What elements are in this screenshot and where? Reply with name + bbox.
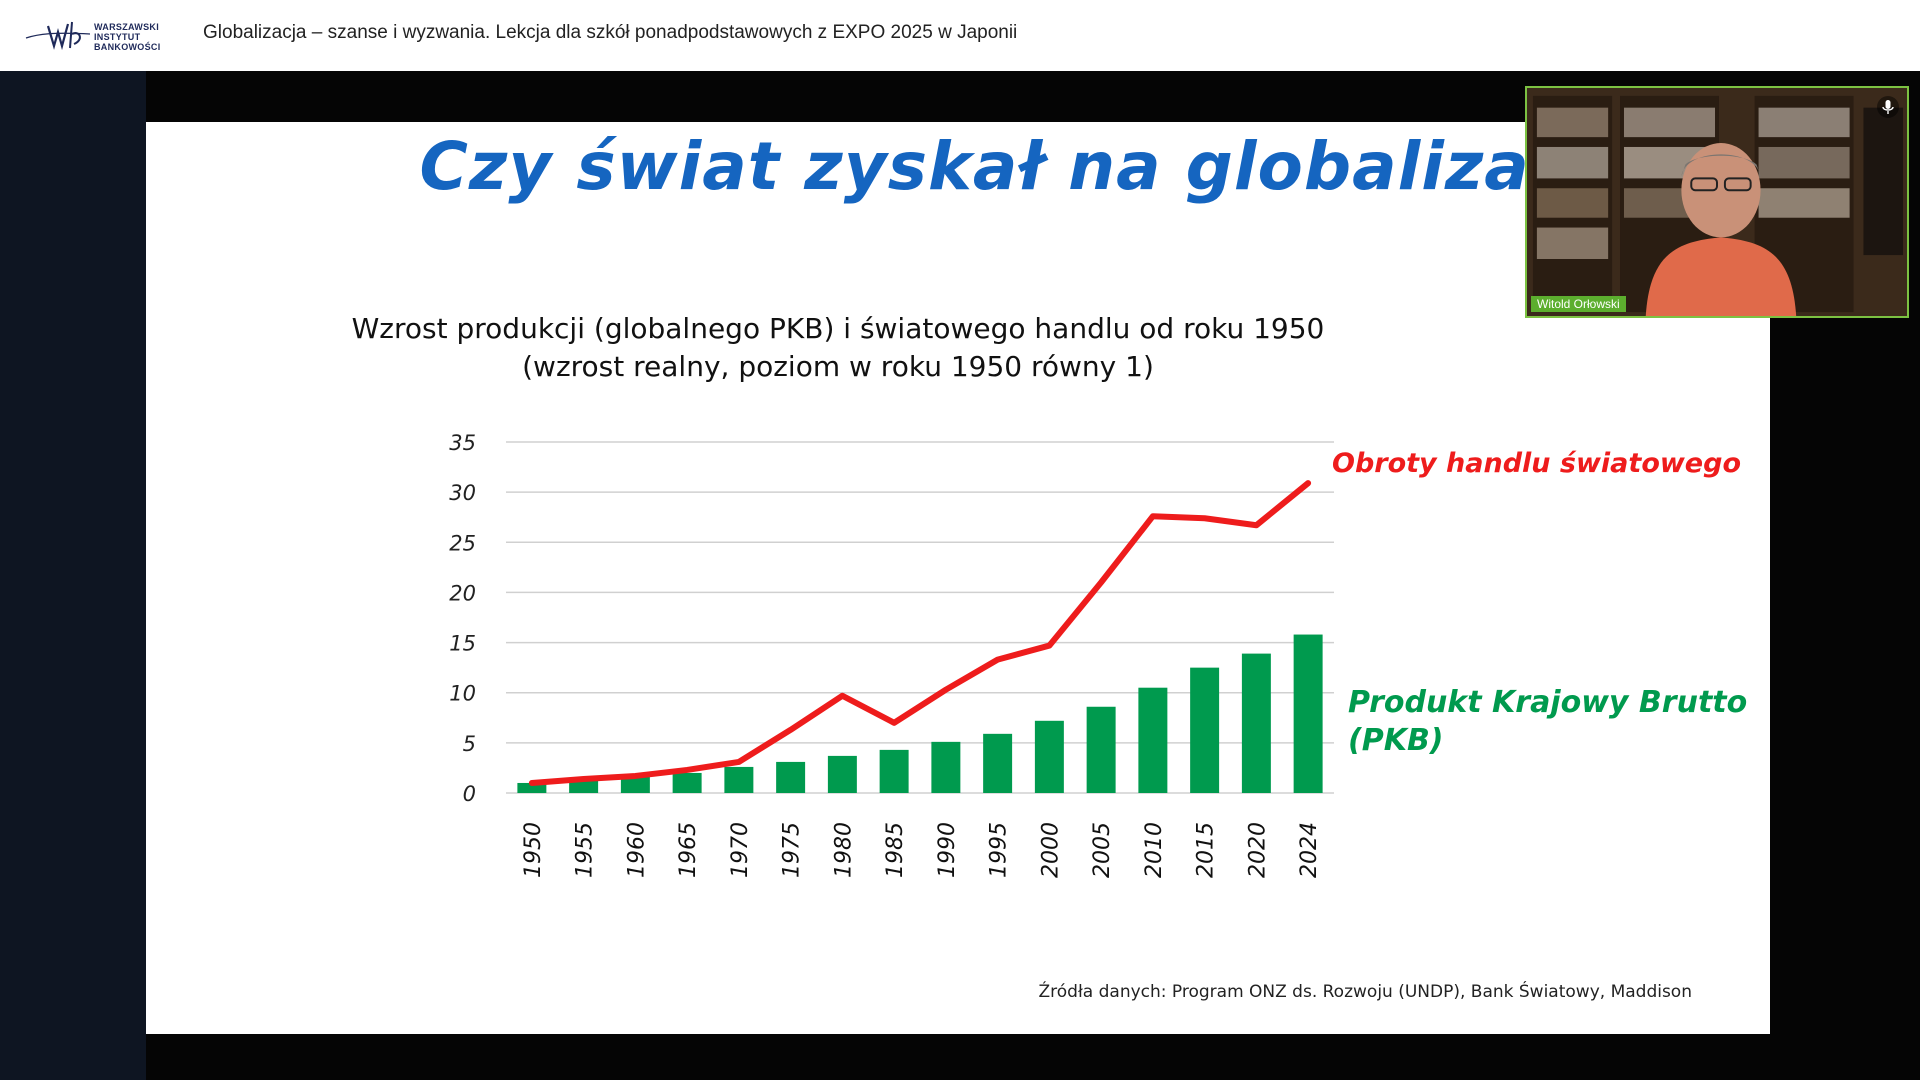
bar-gdp xyxy=(1138,687,1168,793)
chart-title-line: Wzrost produkcji (globalnego PKB) i świa… xyxy=(351,312,1325,345)
trade-point xyxy=(1046,643,1052,649)
y-tick-label: 10 xyxy=(449,682,476,706)
x-tick-label: 1955 xyxy=(573,822,598,878)
x-tick-label: 2020 xyxy=(1245,822,1270,878)
trade-point xyxy=(684,767,690,773)
x-tick-label: 1995 xyxy=(987,822,1012,878)
trade-line xyxy=(528,480,1312,786)
trade-point xyxy=(943,687,949,693)
trade-point xyxy=(1098,579,1104,585)
logo-line: WARSZAWSKI xyxy=(94,22,159,32)
trade-point xyxy=(581,776,587,782)
slide: Czy świat zyskał na globalizacji? Wzrost… xyxy=(146,122,1770,1034)
logo-line: BANKOWOŚCI xyxy=(94,42,161,52)
bar-gdp xyxy=(879,749,909,793)
trade-point xyxy=(736,759,742,765)
y-tick-label: 20 xyxy=(449,581,476,605)
legend-gdp-label: Produkt Krajowy Brutto xyxy=(1348,685,1747,720)
bar-gdp xyxy=(776,761,806,793)
bar-gdp xyxy=(983,733,1013,793)
chart: 0 5 10 15 20 25 30 35 1950 1955 1960 1965 1970 1975 19… xyxy=(449,431,1747,878)
bar-gdp xyxy=(1034,720,1064,793)
trade-point xyxy=(839,693,845,699)
participant-name: Witold Orłowski xyxy=(1531,296,1626,312)
y-tick-label: 30 xyxy=(449,481,476,505)
trade-point xyxy=(788,727,794,733)
chart-subtitle-line: (wzrost realny, poziom w roku 1950 równy… xyxy=(522,350,1154,383)
data-source-note: Źródła danych: Program ONZ ds. Rozwoju (… xyxy=(1038,982,1693,1002)
top-bar: WARSZAWSKI INSTYTUT BANKOWOŚCI Globaliza… xyxy=(0,0,1920,72)
webcam-video xyxy=(1527,88,1907,316)
x-tick-label: 1950 xyxy=(521,822,546,878)
wib-logo: WARSZAWSKI INSTYTUT BANKOWOŚCI xyxy=(24,12,174,60)
legend-trade-label: Obroty handlu światowego xyxy=(1332,448,1741,479)
bar-gdp xyxy=(672,772,702,793)
trade-point xyxy=(995,657,1001,663)
x-tick-label: 1975 xyxy=(780,822,805,878)
trade-point xyxy=(891,720,897,726)
x-tick-label: 2024 xyxy=(1297,822,1322,878)
logo-line: INSTYTUT xyxy=(94,32,141,42)
trade-point xyxy=(1202,515,1208,521)
slide-title: Czy świat zyskał na globalizacji? xyxy=(419,128,1657,205)
microphone-icon[interactable] xyxy=(1877,96,1899,118)
y-tick-label: 5 xyxy=(463,732,476,756)
x-tick-label: 1980 xyxy=(831,822,856,878)
x-tick-label: 1960 xyxy=(624,822,649,878)
y-tick-label: 35 xyxy=(449,431,476,455)
bar-gdp xyxy=(1190,667,1220,793)
y-tick-label: 15 xyxy=(449,632,476,656)
x-tick-label: 1965 xyxy=(676,822,701,878)
bar-gdp xyxy=(1241,653,1271,793)
trade-point xyxy=(1305,480,1311,486)
bar-gdp xyxy=(724,766,754,793)
lesson-title: Globalizacja – szanse i wyzwania. Lekcja… xyxy=(203,22,1018,43)
x-tick-label: 2010 xyxy=(1142,822,1167,878)
bar-gdp xyxy=(620,776,650,793)
x-tick-label: 2005 xyxy=(1090,822,1115,878)
bar-gdp xyxy=(517,782,547,793)
x-tick-label: 2000 xyxy=(1038,822,1063,878)
trade-point xyxy=(1253,522,1259,528)
bar-gdp xyxy=(827,755,857,793)
trade-point xyxy=(1150,513,1156,519)
legend-gdp-label: (PKB) xyxy=(1348,723,1444,758)
y-tick-label: 25 xyxy=(449,531,476,555)
y-tick-label: 0 xyxy=(463,782,476,806)
x-tick-label: 1985 xyxy=(883,822,908,878)
x-tick-label: 1990 xyxy=(935,822,960,878)
bar-gdp xyxy=(931,741,961,793)
x-tick-label: 1970 xyxy=(728,822,753,878)
bar-gdp xyxy=(569,780,599,793)
wib-logo-icon xyxy=(25,21,91,51)
trade-point xyxy=(632,773,638,779)
wib-logo-text: WARSZAWSKI INSTYTUT BANKOWOŚCI xyxy=(94,22,161,52)
trade-point xyxy=(529,780,535,786)
webcam-feed[interactable]: Witold Orłowski xyxy=(1525,86,1909,318)
bar-gdp xyxy=(1293,634,1323,793)
x-tick-label: 2015 xyxy=(1194,822,1219,878)
chart-title: Wzrost produkcji (globalnego PKB) i świa… xyxy=(146,310,1770,386)
bar-gdp xyxy=(1086,706,1116,793)
